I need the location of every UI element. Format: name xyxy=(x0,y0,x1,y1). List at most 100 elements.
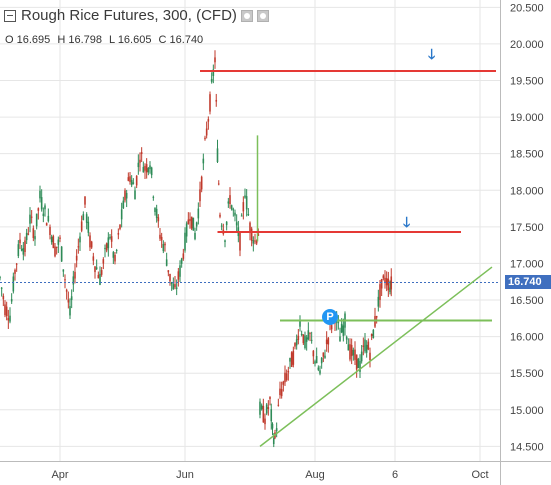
candle xyxy=(165,259,168,266)
candle xyxy=(377,296,380,307)
y-tick-label: 15.500 xyxy=(510,368,544,380)
candle xyxy=(379,284,381,300)
x-tick-label: Jun xyxy=(176,469,194,481)
gear-icon[interactable] xyxy=(240,9,253,22)
candle xyxy=(135,175,138,186)
candle xyxy=(109,236,111,239)
x-tick-label: Oct xyxy=(471,469,488,481)
candle xyxy=(227,201,230,204)
candle xyxy=(389,287,391,293)
candle xyxy=(162,243,165,252)
candle xyxy=(372,329,375,339)
candle xyxy=(90,241,93,248)
candle xyxy=(145,164,148,173)
candle xyxy=(242,202,245,212)
candle xyxy=(169,273,171,282)
candle xyxy=(254,240,256,242)
candle xyxy=(52,236,55,249)
candle xyxy=(62,269,65,272)
candle xyxy=(0,276,1,279)
candle xyxy=(345,336,348,340)
candle xyxy=(180,258,183,264)
candle xyxy=(271,423,274,429)
candle xyxy=(212,69,215,77)
candle xyxy=(270,409,273,422)
candle xyxy=(45,223,48,226)
candle xyxy=(342,325,345,336)
candle xyxy=(0,287,3,289)
y-tick-label: 17.500 xyxy=(510,222,544,234)
candle xyxy=(282,381,285,385)
candle xyxy=(349,344,351,360)
candle xyxy=(214,57,216,63)
candle xyxy=(149,165,151,170)
candle xyxy=(249,222,251,234)
candle xyxy=(155,208,158,219)
x-tick-label: Aug xyxy=(305,469,325,481)
candle xyxy=(189,218,191,222)
candle xyxy=(30,216,33,218)
candle xyxy=(232,209,235,211)
candle xyxy=(362,345,365,347)
y-tick-label: 19.000 xyxy=(510,112,544,124)
candle xyxy=(65,289,68,292)
candle xyxy=(357,358,360,369)
candle xyxy=(175,287,178,290)
candle xyxy=(15,263,18,265)
candle xyxy=(219,214,221,217)
candle xyxy=(220,225,223,227)
candle xyxy=(150,167,153,176)
candle xyxy=(235,222,238,226)
candle xyxy=(215,99,218,102)
candle xyxy=(100,270,103,275)
candle xyxy=(82,214,85,221)
candle xyxy=(94,266,96,273)
candle xyxy=(339,336,341,342)
candle xyxy=(74,271,76,279)
candle xyxy=(380,279,383,289)
candle xyxy=(120,209,123,220)
y-tick-label: 15.000 xyxy=(510,405,544,417)
candle xyxy=(225,221,228,226)
candle xyxy=(59,237,61,239)
candle xyxy=(375,315,378,318)
candle xyxy=(216,148,219,163)
candle xyxy=(7,318,10,321)
candle xyxy=(125,192,128,199)
minus-box-icon[interactable] xyxy=(4,9,16,22)
y-tick-label: 18.000 xyxy=(510,185,544,197)
y-tick-label: 16.000 xyxy=(510,332,544,344)
x-tick-label: 6 xyxy=(392,469,398,481)
candle xyxy=(19,239,21,244)
candle xyxy=(295,339,298,346)
candle xyxy=(140,152,143,154)
candle xyxy=(325,339,328,345)
circle-icon[interactable] xyxy=(256,9,269,22)
candle xyxy=(89,235,91,248)
candle xyxy=(29,214,31,224)
candle xyxy=(365,344,368,353)
candle xyxy=(312,350,315,357)
candle xyxy=(305,337,308,342)
candle xyxy=(172,284,175,290)
candle xyxy=(294,343,296,347)
low-value: L 16.605 xyxy=(109,34,152,46)
candle xyxy=(262,406,265,423)
candle xyxy=(252,240,255,244)
candle xyxy=(55,246,58,248)
candle xyxy=(340,323,343,333)
candle xyxy=(202,158,205,164)
candle xyxy=(57,239,60,245)
candle xyxy=(304,335,306,349)
candle xyxy=(382,275,385,279)
chart-header: Rough Rice Futures, 300, (CFD) xyxy=(4,7,269,24)
candle xyxy=(310,339,313,341)
candle xyxy=(244,195,246,198)
candle xyxy=(275,428,278,431)
candle xyxy=(269,397,271,399)
candle xyxy=(9,315,11,322)
candle xyxy=(105,243,108,251)
pivot-badge[interactable]: P xyxy=(322,309,338,325)
candle xyxy=(309,332,311,334)
